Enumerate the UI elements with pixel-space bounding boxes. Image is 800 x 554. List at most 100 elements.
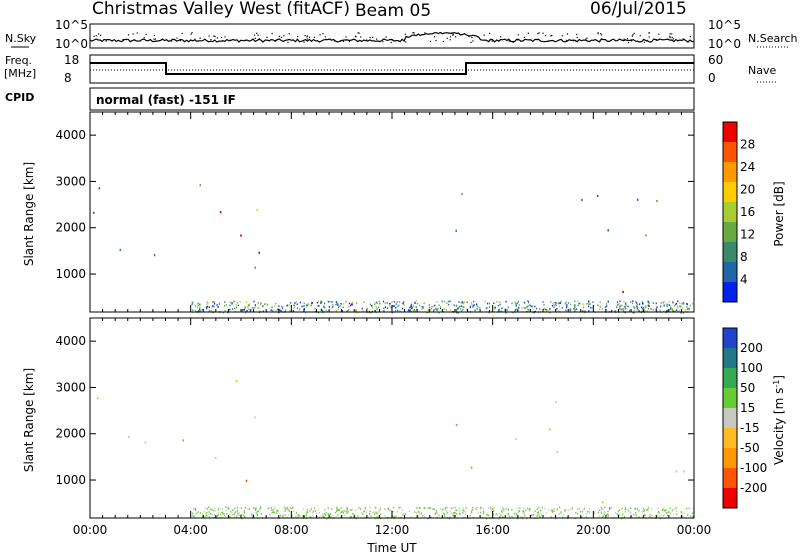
ground-scatter-cell bbox=[318, 305, 320, 307]
ground-scatter-cell bbox=[574, 304, 576, 306]
power-colorbar-label: Power [dB] bbox=[772, 181, 786, 246]
ground-scatter-cell bbox=[428, 303, 430, 306]
noise-dot bbox=[601, 34, 603, 36]
noise-panel-frame bbox=[89, 23, 695, 49]
noise-dot bbox=[153, 34, 155, 37]
ground-scatter-cell bbox=[318, 311, 320, 314]
ground-scatter-cell bbox=[606, 514, 608, 516]
ground-scatter-cell bbox=[427, 506, 429, 509]
cpid-mode: normal (fast) -151 IF bbox=[96, 93, 236, 107]
ground-scatter-cell bbox=[661, 515, 663, 517]
ground-scatter-cell bbox=[194, 507, 197, 510]
ground-scatter-cell bbox=[446, 510, 448, 512]
ground-scatter-cell bbox=[244, 305, 246, 308]
ground-scatter-cell bbox=[260, 507, 262, 510]
colorbar-tick-label: 15 bbox=[740, 401, 755, 415]
ground-scatter-cell bbox=[569, 309, 571, 312]
noise-dot bbox=[194, 38, 196, 40]
noise-dot bbox=[170, 40, 173, 42]
ground-scatter-cell bbox=[401, 509, 403, 512]
ground-scatter-cell bbox=[616, 306, 618, 308]
ground-scatter-cell bbox=[292, 510, 294, 513]
ground-scatter-cell bbox=[599, 308, 601, 311]
ground-scatter-cell bbox=[441, 300, 443, 303]
ground-scatter-cell bbox=[539, 308, 541, 310]
ground-scatter-cell bbox=[306, 304, 309, 306]
velocity-panel-frame bbox=[89, 317, 695, 519]
ground-scatter-cell bbox=[376, 512, 378, 515]
ground-scatter-cell bbox=[472, 305, 474, 308]
ground-scatter-cell bbox=[239, 300, 241, 303]
ground-scatter-cell bbox=[391, 311, 393, 314]
ground-scatter-cell bbox=[257, 509, 259, 512]
ground-scatter-cell bbox=[531, 514, 533, 516]
ground-scatter-cell bbox=[604, 306, 607, 308]
ground-scatter-cell bbox=[560, 510, 562, 513]
ground-scatter-cell bbox=[663, 301, 665, 303]
ground-scatter-cell bbox=[460, 310, 462, 313]
ground-scatter-cell bbox=[609, 506, 611, 509]
ground-scatter-cell bbox=[680, 305, 682, 308]
ground-scatter-cell bbox=[636, 302, 638, 304]
beam-title: Beam 05 bbox=[355, 1, 431, 21]
ground-scatter-cell bbox=[516, 302, 518, 305]
noise-dot bbox=[630, 40, 633, 42]
ground-scatter-cell bbox=[294, 306, 296, 309]
ground-scatter-cell bbox=[450, 309, 452, 311]
ground-scatter-cell bbox=[346, 509, 348, 511]
ground-scatter-cell bbox=[642, 310, 644, 313]
ground-scatter-cell bbox=[332, 306, 334, 308]
ground-scatter-cell bbox=[264, 303, 266, 305]
ground-scatter-cell bbox=[449, 510, 451, 513]
noise-dot bbox=[93, 35, 95, 37]
y-tick-label: 1000 bbox=[55, 267, 86, 281]
ground-scatter-cell bbox=[499, 301, 501, 304]
ground-scatter-cell bbox=[334, 511, 336, 514]
ground-scatter-cell bbox=[283, 515, 285, 518]
ground-scatter-cell bbox=[472, 509, 474, 511]
ground-scatter-cell bbox=[463, 509, 465, 512]
ground-scatter-cell bbox=[633, 311, 635, 314]
ground-scatter-cell bbox=[259, 303, 262, 305]
ground-scatter-cell bbox=[684, 309, 686, 311]
ground-scatter-cell bbox=[304, 312, 307, 314]
ground-scatter-cell bbox=[484, 300, 486, 303]
ground-scatter-cell bbox=[674, 303, 677, 306]
ground-scatter-cell bbox=[365, 511, 368, 514]
ground-scatter-cell bbox=[527, 507, 529, 510]
ground-scatter-cell bbox=[570, 308, 572, 311]
ground-scatter-cell bbox=[519, 507, 521, 509]
ground-scatter-cell bbox=[445, 506, 447, 509]
ground-scatter-cell bbox=[422, 307, 424, 310]
noise-dot bbox=[600, 33, 602, 35]
ground-scatter-cell bbox=[409, 306, 411, 309]
ground-scatter-cell bbox=[369, 303, 371, 306]
ground-scatter-cell bbox=[402, 514, 404, 516]
ground-scatter-cell bbox=[482, 507, 484, 510]
ground-scatter-cell bbox=[323, 305, 325, 308]
ground-scatter-cell bbox=[607, 513, 609, 515]
ground-scatter-cell bbox=[403, 517, 405, 520]
x-tick-label: 04:00 bbox=[173, 523, 208, 537]
ground-scatter-cell bbox=[660, 305, 662, 308]
noise-left-tick-top: 10^5 bbox=[55, 18, 88, 32]
ground-scatter-cell bbox=[266, 304, 269, 306]
ground-scatter-cell bbox=[436, 512, 438, 514]
ground-scatter-cell bbox=[607, 514, 610, 517]
ground-scatter-cell bbox=[553, 510, 555, 512]
noise-dot bbox=[172, 38, 174, 40]
ground-scatter-cell bbox=[285, 514, 287, 516]
ground-scatter-cell bbox=[380, 513, 382, 516]
ground-scatter-cell bbox=[517, 508, 519, 510]
ground-scatter-cell bbox=[576, 512, 579, 515]
noise-dot bbox=[498, 40, 500, 42]
ground-scatter-cell bbox=[551, 304, 554, 307]
ground-scatter-cell bbox=[639, 303, 641, 306]
noise-dot bbox=[537, 32, 539, 35]
ground-scatter-cell bbox=[410, 307, 412, 309]
noise-dot bbox=[405, 41, 407, 43]
noise-dot bbox=[576, 33, 578, 36]
ground-scatter-cell bbox=[312, 510, 315, 513]
ground-scatter-cell bbox=[324, 508, 326, 510]
noise-dot bbox=[547, 40, 549, 42]
